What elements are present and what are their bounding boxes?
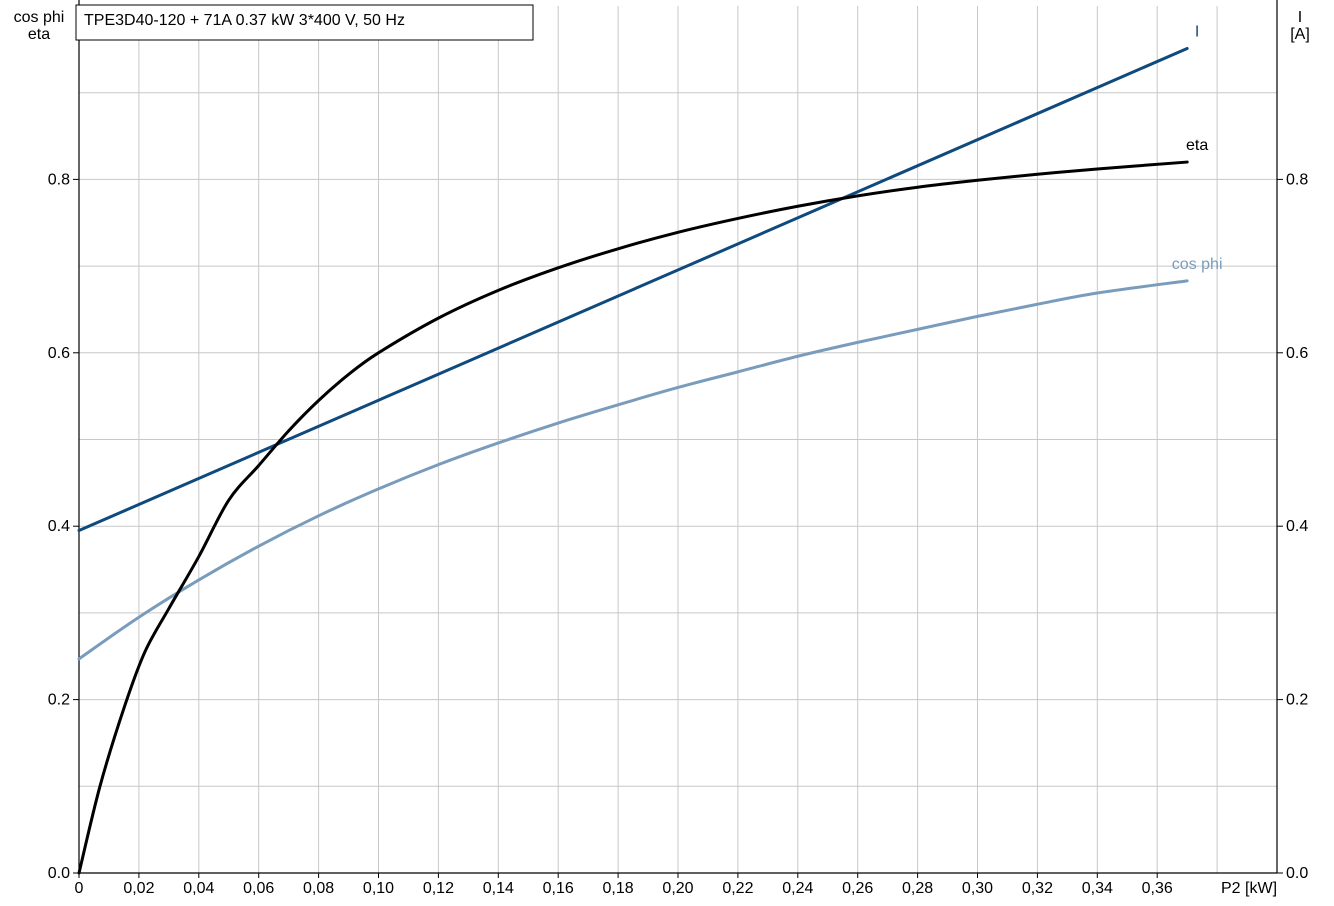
title-box: TPE3D40-120 + 71A 0.37 kW 3*400 V, 50 Hz bbox=[75, 4, 534, 41]
x-tick-label: 0,22 bbox=[722, 880, 753, 897]
x-tick-label: 0,36 bbox=[1142, 880, 1173, 897]
grid bbox=[79, 6, 1277, 873]
x-tick-label: 0,26 bbox=[842, 880, 873, 897]
x-tick-label: 0,14 bbox=[483, 880, 514, 897]
series-label-i: I bbox=[1195, 23, 1199, 40]
series-line-cos-phi bbox=[77, 279, 1189, 661]
x-tick-label: 0,12 bbox=[423, 880, 454, 897]
x-tick-label: 0,10 bbox=[363, 880, 394, 897]
series-label-cos-phi: cos phi bbox=[1172, 256, 1223, 273]
y-tick-label-left: 0.8 bbox=[48, 171, 70, 188]
y-tick-label-right: 0.4 bbox=[1286, 518, 1308, 535]
y-tick-label-left: 0.6 bbox=[48, 345, 70, 362]
x-tick-label: 0,28 bbox=[902, 880, 933, 897]
chart-title: TPE3D40-120 + 71A 0.37 kW 3*400 V, 50 Hz bbox=[84, 12, 405, 29]
y-tick-label-left: 0.4 bbox=[48, 518, 70, 535]
y-tick-label-left: 0.2 bbox=[48, 692, 70, 709]
y-tick-label-right: 0.2 bbox=[1286, 692, 1308, 709]
series-line-eta bbox=[77, 160, 1189, 875]
x-tick-label: 0,18 bbox=[603, 880, 634, 897]
series-line-i bbox=[77, 46, 1189, 533]
y-tick-label-right: 0.8 bbox=[1286, 171, 1308, 188]
series-label-eta: eta bbox=[1186, 137, 1208, 154]
x-tick-label: 0,34 bbox=[1082, 880, 1113, 897]
y-tick-label-right: 0.6 bbox=[1286, 345, 1308, 362]
y-tick-label-left: 0.0 bbox=[48, 865, 70, 882]
right-axis-label-unit: [A] bbox=[1290, 26, 1310, 43]
left-axis-label-cosphi: cos phi bbox=[14, 9, 65, 26]
y-tick-label-right: 0.0 bbox=[1286, 865, 1308, 882]
right-axis-label-i: I bbox=[1298, 9, 1302, 26]
x-tick-label: 0,06 bbox=[243, 880, 274, 897]
x-tick-label: 0,08 bbox=[303, 880, 334, 897]
x-tick-label: 0,30 bbox=[962, 880, 993, 897]
x-tick-label: 0,04 bbox=[183, 880, 214, 897]
x-tick-label: 0,24 bbox=[782, 880, 813, 897]
x-tick-label: 0,20 bbox=[662, 880, 693, 897]
x-tick-label: 0,02 bbox=[123, 880, 154, 897]
axis-ticks: 0 0,02 0,04 0,06 0,08 0,10 0,12 0,14 0,16 0,18 0,2… bbox=[48, 171, 1309, 897]
x-tick-label: 0,16 bbox=[543, 880, 574, 897]
x-tick-label: 0,32 bbox=[1022, 880, 1053, 897]
x-axis-label: P2 [kW] bbox=[1221, 880, 1277, 897]
left-axis-label-eta: eta bbox=[28, 26, 50, 43]
x-tick-label: 0 bbox=[75, 880, 84, 897]
